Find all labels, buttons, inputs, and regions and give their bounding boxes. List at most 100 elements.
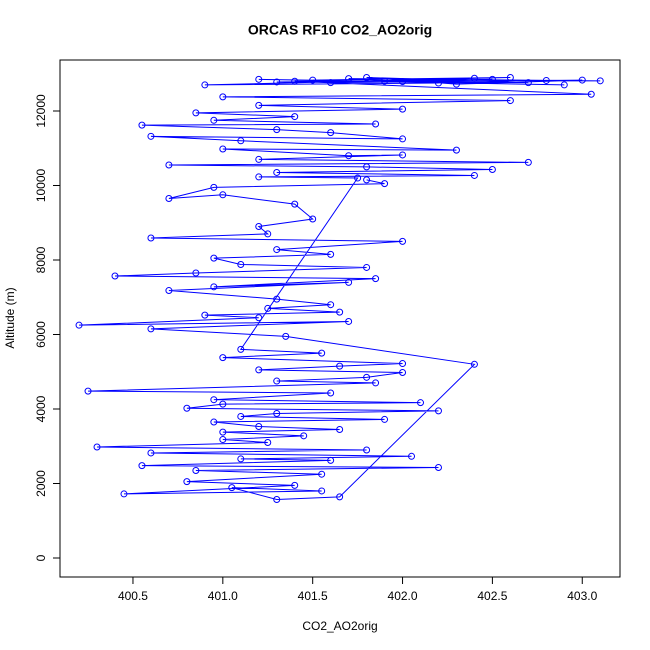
data-point — [192, 269, 200, 277]
data-point — [578, 76, 586, 84]
data-point — [399, 105, 407, 113]
data-point — [470, 74, 478, 82]
data-point — [165, 287, 173, 295]
y-tick-label: 12000 — [34, 94, 48, 128]
data-point — [273, 295, 281, 303]
data-point — [264, 230, 272, 238]
data-point — [354, 174, 362, 182]
data-point — [219, 354, 227, 362]
data-point — [363, 163, 371, 171]
data-point — [470, 171, 478, 179]
data-point — [237, 260, 245, 268]
data-point — [336, 425, 344, 433]
data-point — [300, 432, 308, 440]
data-point — [165, 195, 173, 203]
data-point — [524, 79, 532, 87]
data-point — [381, 415, 389, 423]
data-point — [434, 463, 442, 471]
data-point — [434, 79, 442, 87]
data-point — [408, 452, 416, 460]
data-point — [228, 484, 236, 492]
data-line — [79, 76, 601, 501]
data-point — [210, 254, 218, 262]
data-point — [273, 78, 281, 86]
data-point — [147, 449, 155, 457]
data-point — [336, 308, 344, 316]
x-tick-label: 401.0 — [208, 589, 238, 603]
data-point — [336, 493, 344, 501]
data-point — [363, 176, 371, 184]
data-point — [138, 121, 146, 129]
data-point — [237, 455, 245, 463]
data-point — [219, 400, 227, 408]
y-tick-label: 0 — [34, 554, 48, 561]
data-point — [273, 246, 281, 254]
data-point — [309, 76, 317, 84]
data-point — [381, 77, 389, 85]
data-point — [345, 152, 353, 160]
data-point — [596, 77, 604, 85]
data-point — [434, 407, 442, 415]
data-point — [399, 360, 407, 368]
data-point — [452, 80, 460, 88]
data-point — [264, 304, 272, 312]
data-point — [470, 360, 478, 368]
data-point — [255, 314, 263, 322]
data-point — [560, 81, 568, 89]
data-point — [506, 97, 514, 105]
x-tick-label: 401.5 — [298, 589, 328, 603]
data-point — [381, 180, 389, 188]
data-point — [93, 443, 101, 451]
data-point — [255, 222, 263, 230]
data-point — [327, 250, 335, 258]
data-point — [138, 462, 146, 470]
data-point — [210, 418, 218, 426]
data-point — [210, 183, 218, 191]
y-tick-label: 4000 — [34, 395, 48, 422]
data-point — [111, 272, 119, 280]
data-point — [327, 301, 335, 309]
data-point — [183, 478, 191, 486]
data-point — [363, 263, 371, 271]
data-point — [219, 145, 227, 153]
data-point — [372, 275, 380, 283]
data-point — [327, 79, 335, 87]
data-point — [219, 93, 227, 101]
data-point — [587, 90, 595, 98]
data-point — [183, 404, 191, 412]
data-point — [372, 120, 380, 128]
data-point — [165, 161, 173, 169]
data-point — [210, 396, 218, 404]
x-tick-label: 402.0 — [388, 589, 418, 603]
data-point — [291, 113, 299, 121]
data-point — [273, 168, 281, 176]
data-point — [84, 387, 92, 395]
plot-frame — [59, 59, 621, 578]
data-point — [219, 428, 227, 436]
data-point — [291, 77, 299, 85]
data-point — [192, 109, 200, 117]
data-point — [255, 366, 263, 374]
data-point — [309, 215, 317, 223]
y-tick-label: 10000 — [34, 168, 48, 202]
data-point — [336, 362, 344, 370]
data-point — [399, 135, 407, 143]
chart-title: ORCAS RF10 CO2_AO2orig — [248, 22, 432, 38]
data-point — [120, 490, 128, 498]
data-point — [399, 237, 407, 245]
data-point — [237, 345, 245, 353]
data-point — [327, 129, 335, 137]
data-point — [542, 76, 550, 84]
data-point — [399, 151, 407, 159]
data-point — [210, 116, 218, 124]
data-point — [219, 191, 227, 199]
x-tick-label: 403.0 — [567, 589, 597, 603]
data-point — [273, 496, 281, 504]
data-point — [488, 165, 496, 173]
data-point — [237, 137, 245, 145]
data-point — [452, 146, 460, 154]
data-point — [327, 456, 335, 464]
data-point — [264, 439, 272, 447]
data-point — [255, 75, 263, 83]
